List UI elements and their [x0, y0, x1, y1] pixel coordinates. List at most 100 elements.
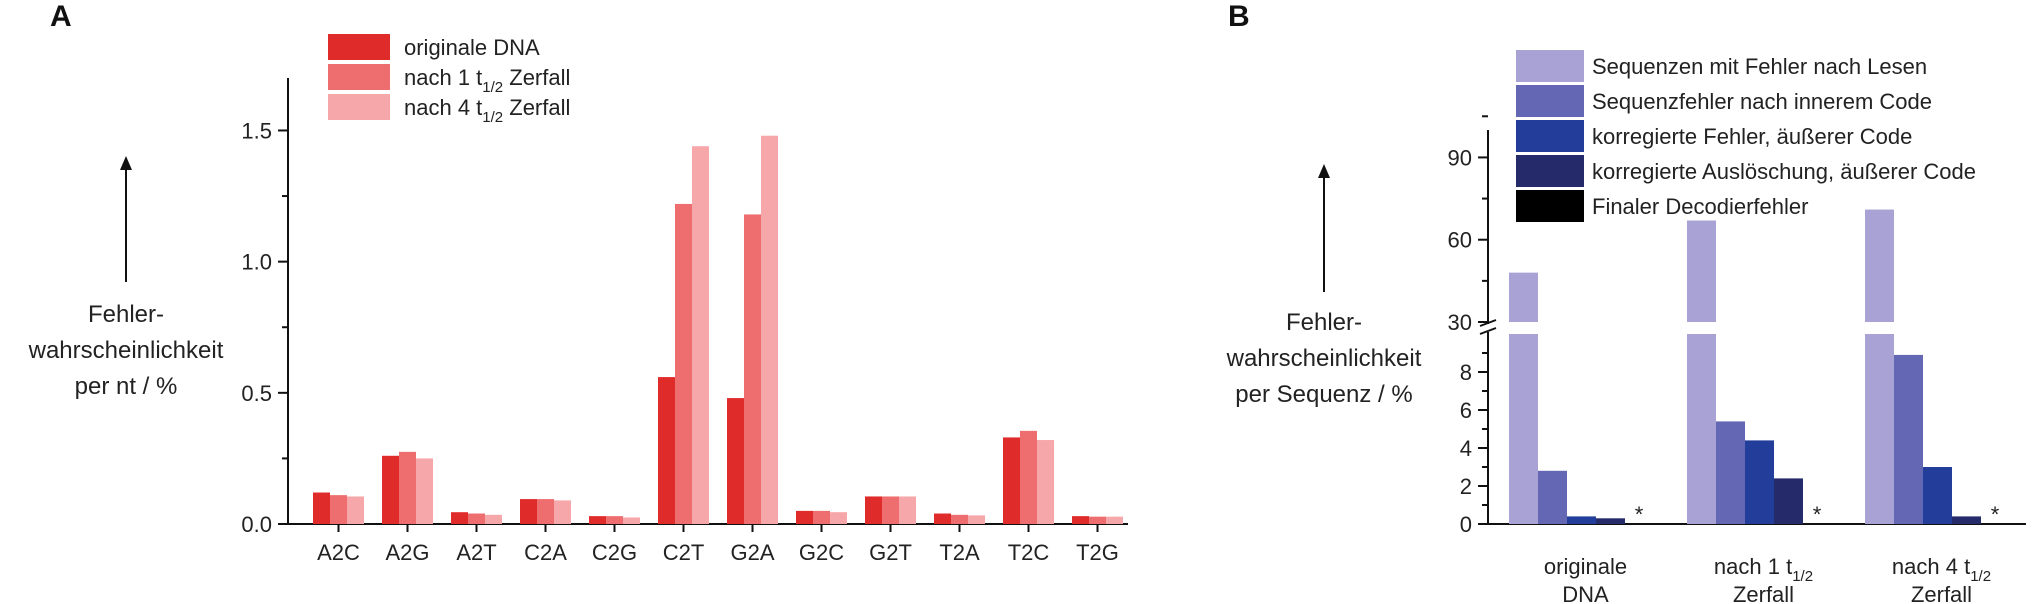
bar-a [761, 135, 778, 524]
legend-label-b: Sequenzen mit Fehler nach Lesen [1592, 54, 1927, 79]
legend-label-b: korregierte Auslöschung, äußerer Code [1592, 159, 1976, 184]
y-axis-label-b: Fehler- [1286, 309, 1362, 336]
bar-a [347, 496, 364, 524]
legend-label-b: Sequenzfehler nach innerem Code [1592, 89, 1932, 114]
bar-a [330, 495, 347, 524]
bar-a [1003, 437, 1020, 524]
bar-a [744, 214, 761, 524]
x-tick-label-a: A2T [456, 540, 496, 565]
legend-swatch-b [1516, 85, 1584, 117]
bar-a [951, 514, 968, 524]
bar-a [796, 510, 813, 524]
y-tick-label-b: 30 [1448, 310, 1472, 335]
x-tick-label-b: originale [1544, 554, 1627, 579]
bar-a [727, 398, 744, 524]
y-arrow-a [120, 156, 132, 282]
y-tick-label-a: 1.0 [241, 250, 272, 275]
y-tick-label-b: 4 [1460, 436, 1472, 461]
x-tick-label-a: G2T [869, 540, 912, 565]
bar-b-upper [1509, 272, 1538, 322]
bar-b [1865, 334, 1894, 524]
legend-swatch-b [1516, 190, 1584, 222]
y-arrow-b [1318, 164, 1330, 292]
y-tick-label-b: 60 [1448, 228, 1472, 253]
bar-b [1596, 518, 1625, 524]
bar-a [623, 517, 640, 524]
x-tick-label-a: G2C [799, 540, 844, 565]
bar-a [675, 203, 692, 524]
bar-b [1774, 478, 1803, 524]
bar-a [313, 492, 330, 524]
x-tick-label-b: nach 4 t1/2 [1892, 554, 1991, 585]
bar-b [1745, 440, 1774, 524]
y-axis-label-a: per nt / % [75, 373, 178, 400]
legend-label-b: Finaler Decodierfehler [1592, 194, 1808, 219]
y-tick-label-b: 8 [1460, 360, 1472, 385]
bar-a [451, 512, 468, 524]
legend-label-b: korregierte Fehler, äußerer Code [1592, 124, 1912, 149]
bar-a [968, 515, 985, 524]
x-tick-label-a: T2G [1076, 540, 1119, 565]
bar-a [692, 146, 709, 524]
bar-a [416, 458, 433, 524]
bar-b [1567, 516, 1596, 524]
x-tick-label-a: T2A [939, 540, 980, 565]
bar-a [1089, 516, 1106, 524]
bar-b [1687, 334, 1716, 524]
bar-a [589, 516, 606, 524]
bar-a [1020, 430, 1037, 524]
x-tick-label-a: T2C [1008, 540, 1050, 565]
axis-break-gap [1484, 324, 1494, 332]
asterisk-marker: * [1635, 502, 1644, 527]
bar-b [1952, 516, 1981, 524]
legend-swatch-a [328, 94, 390, 120]
bar-a [882, 496, 899, 524]
legend-swatch-b [1516, 155, 1584, 187]
bar-a [899, 496, 916, 524]
bar-a [520, 499, 537, 524]
y-tick-label-a: 1.5 [241, 118, 272, 143]
panel-a-label: A [50, 0, 72, 33]
bar-a [813, 510, 830, 524]
bar-b-upper [1687, 220, 1716, 322]
bar-a [537, 499, 554, 524]
y-tick-label-b: 2 [1460, 474, 1472, 499]
x-tick-label-b: DNA [1562, 582, 1609, 604]
bar-a [865, 496, 882, 524]
bar-b [1509, 334, 1538, 524]
y-tick-label-b: 0 [1460, 512, 1472, 537]
bar-a [606, 516, 623, 524]
x-tick-label-b: Zerfall [1911, 582, 1972, 604]
y-tick-label-b: 90 [1448, 145, 1472, 170]
legend-swatch-b [1516, 50, 1584, 82]
bar-a [1037, 440, 1054, 524]
bar-a [485, 514, 502, 524]
legend-swatch-b [1516, 120, 1584, 152]
legend-label-a: nach 4 t1/2 Zerfall [404, 95, 570, 126]
legend-swatch-a [328, 34, 390, 60]
bar-b [1923, 467, 1952, 524]
x-tick-label-a: C2A [524, 540, 567, 565]
x-tick-label-b: nach 1 t1/2 [1714, 554, 1813, 585]
y-axis-label-a: Fehler- [88, 301, 164, 328]
panel-b-label: B [1228, 0, 1250, 33]
legend-label-a: originale DNA [404, 35, 540, 60]
y-axis-label-b: wahrscheinlichkeit [1226, 345, 1422, 372]
y-tick-label-a: 0.0 [241, 512, 272, 537]
y-arrow-a-head [120, 156, 132, 170]
x-tick-label-a: C2G [592, 540, 637, 565]
bar-b [1894, 354, 1923, 524]
x-tick-label-b: Zerfall [1733, 582, 1794, 604]
bar-a [1106, 516, 1123, 524]
bar-b-upper [1865, 209, 1894, 322]
x-tick-label-a: C2T [663, 540, 705, 565]
y-arrow-b-head [1318, 164, 1330, 178]
asterisk-marker: * [1991, 502, 2000, 527]
bar-a [1072, 516, 1089, 524]
legend-swatch-a [328, 64, 390, 90]
bar-a [830, 512, 847, 524]
bar-a [382, 455, 399, 524]
x-tick-label-a: G2A [730, 540, 774, 565]
bar-a [554, 500, 571, 524]
